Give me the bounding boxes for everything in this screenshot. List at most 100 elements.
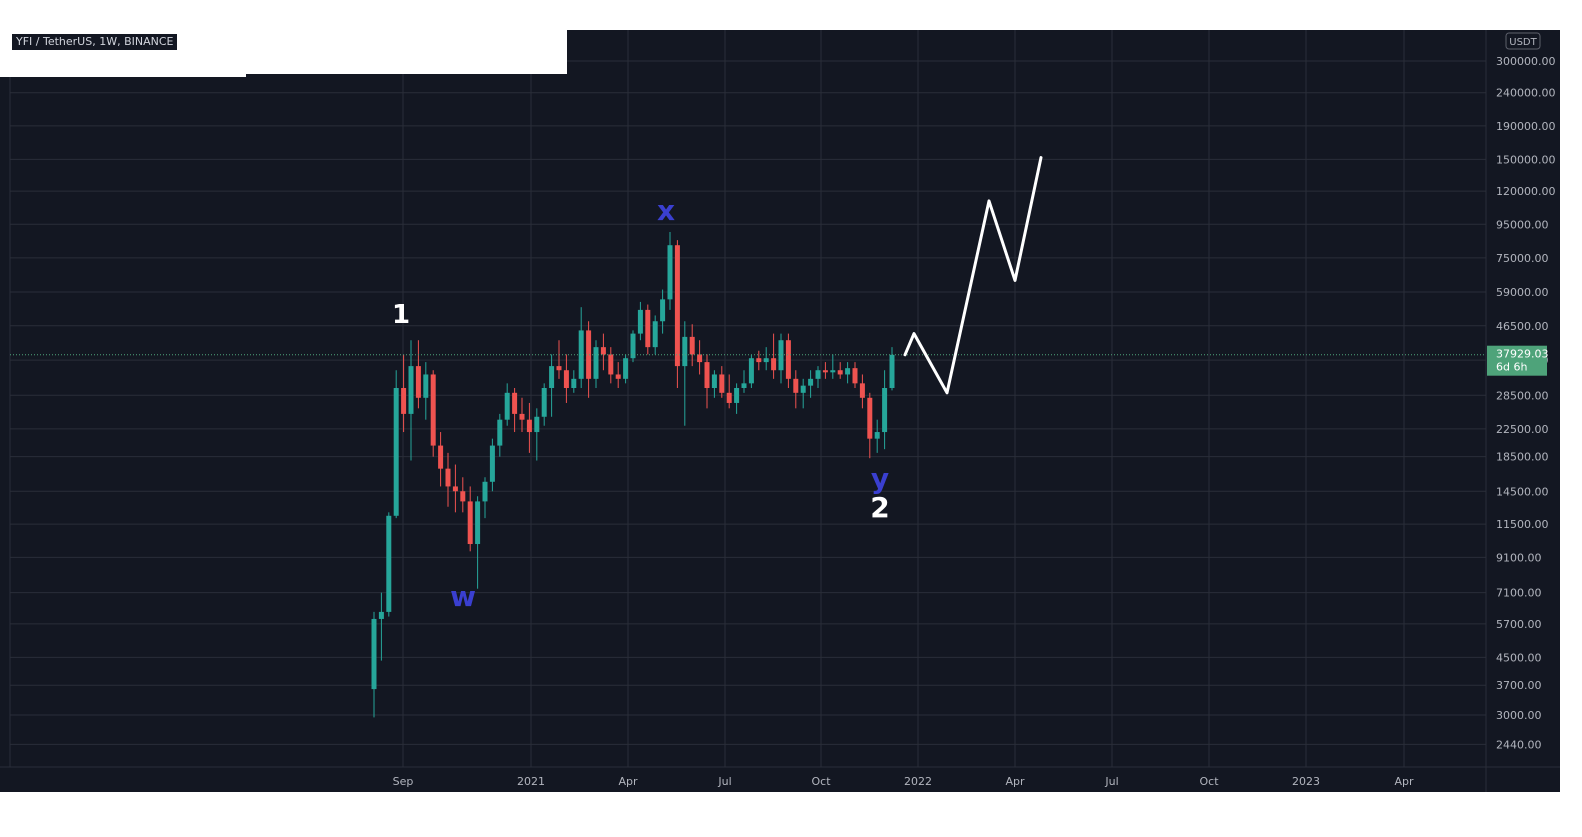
candle-body[interactable] xyxy=(489,445,495,482)
candle-body[interactable] xyxy=(549,366,555,388)
candle-body[interactable] xyxy=(541,388,547,417)
candle-body[interactable] xyxy=(645,309,651,348)
redaction-box-2 xyxy=(0,74,246,77)
countdown-value: 6d 6h xyxy=(1496,361,1527,374)
wave-label-w: w xyxy=(450,580,476,613)
candle-body[interactable] xyxy=(630,333,636,359)
wave-label-1: 1 xyxy=(392,300,410,330)
candle-body[interactable] xyxy=(497,419,503,446)
projection-path[interactable] xyxy=(903,156,1043,395)
candle-body[interactable] xyxy=(889,354,895,388)
candle-body[interactable] xyxy=(808,378,814,386)
chart-area[interactable]: 300000.00 240000.00 190000.00 150000.00 1200… xyxy=(0,30,1560,792)
candle-body[interactable] xyxy=(578,330,584,379)
candle-body[interactable] xyxy=(563,370,569,388)
candle-body[interactable] xyxy=(415,366,421,398)
candle-body[interactable] xyxy=(586,330,592,379)
candle-body[interactable] xyxy=(697,354,703,363)
candle-body[interactable] xyxy=(756,358,762,363)
candle-body[interactable] xyxy=(467,501,473,545)
last-price-value: 37929.03 xyxy=(1496,348,1549,361)
candle-body[interactable] xyxy=(393,388,399,516)
candle-body[interactable] xyxy=(874,432,880,439)
candle-body[interactable] xyxy=(771,358,777,371)
price-tick-label: 22500.00 xyxy=(1496,423,1549,436)
candle-body[interactable] xyxy=(652,321,658,348)
candle-body[interactable] xyxy=(475,501,481,545)
price-tick-label: 4500.00 xyxy=(1496,651,1542,664)
candle-body[interactable] xyxy=(748,358,754,384)
candle-body[interactable] xyxy=(460,491,466,502)
candle-body[interactable] xyxy=(445,468,451,487)
candle-body[interactable] xyxy=(637,309,643,334)
candle-body[interactable] xyxy=(452,486,458,492)
price-tick-label: 59000.00 xyxy=(1496,286,1549,299)
candle-body[interactable] xyxy=(608,354,614,375)
candle-body[interactable] xyxy=(401,388,407,414)
candle-body[interactable] xyxy=(704,362,710,388)
candle-body[interactable] xyxy=(785,340,791,379)
candle-body[interactable] xyxy=(430,374,436,446)
price-tick-label: 240000.00 xyxy=(1496,87,1556,100)
candle-body[interactable] xyxy=(734,388,740,403)
candle-body[interactable] xyxy=(741,383,747,388)
price-tick-label: 2440.00 xyxy=(1496,738,1542,751)
candle-body[interactable] xyxy=(534,416,540,433)
candlestick-chart[interactable]: 300000.00 240000.00 190000.00 150000.00 1200… xyxy=(0,30,1560,792)
time-tick-label: Jul xyxy=(717,775,731,788)
candle-body[interactable] xyxy=(667,245,673,300)
price-tick-label: 75000.00 xyxy=(1496,252,1549,265)
candle-body[interactable] xyxy=(822,370,828,373)
candle-body[interactable] xyxy=(726,392,732,403)
candle-body[interactable] xyxy=(778,340,784,371)
candle-body[interactable] xyxy=(763,358,769,363)
candle-body[interactable] xyxy=(512,392,518,414)
candle-body[interactable] xyxy=(793,378,799,393)
candle-body[interactable] xyxy=(660,299,666,322)
candle-body[interactable] xyxy=(482,481,488,502)
candle-body[interactable] xyxy=(386,515,392,612)
price-tick-label: 3700.00 xyxy=(1496,679,1542,692)
candle-body[interactable] xyxy=(867,397,873,439)
candle-body[interactable] xyxy=(408,366,414,414)
time-tick-label: Oct xyxy=(1199,775,1219,788)
candle-body[interactable] xyxy=(593,347,599,379)
candle-body[interactable] xyxy=(815,370,821,379)
time-tick-label: Apr xyxy=(1005,775,1025,788)
price-tick-label: 11500.00 xyxy=(1496,518,1549,531)
price-tick-label: 5700.00 xyxy=(1496,618,1542,631)
last-price-tag xyxy=(1487,345,1547,376)
candle-body[interactable] xyxy=(711,374,717,388)
candle-body[interactable] xyxy=(623,358,629,379)
candle-body[interactable] xyxy=(674,245,680,367)
candle-body[interactable] xyxy=(689,336,695,355)
candle-body[interactable] xyxy=(423,374,429,398)
candle-body[interactable] xyxy=(837,370,843,375)
candle-body[interactable] xyxy=(859,383,865,398)
candle-body[interactable] xyxy=(852,368,858,384)
candle-body[interactable] xyxy=(830,370,836,373)
price-tick-label: 150000.00 xyxy=(1496,153,1556,166)
candle-body[interactable] xyxy=(800,385,806,393)
price-tick-label: 18500.00 xyxy=(1496,451,1549,464)
currency-badge[interactable] xyxy=(1505,32,1541,50)
candle-body[interactable] xyxy=(615,374,621,379)
candle-body[interactable] xyxy=(371,618,377,690)
candle-body[interactable] xyxy=(438,445,444,469)
candle-body[interactable] xyxy=(571,378,577,388)
candle-body[interactable] xyxy=(682,336,688,367)
time-tick-label: 2023 xyxy=(1292,775,1320,788)
candle-body[interactable] xyxy=(378,611,384,619)
time-tick-label: Apr xyxy=(618,775,638,788)
candle-body[interactable] xyxy=(526,419,532,433)
candle-body[interactable] xyxy=(845,368,851,375)
candle-body[interactable] xyxy=(882,388,888,433)
candle-body[interactable] xyxy=(519,413,525,420)
candle-body[interactable] xyxy=(719,374,725,393)
candle-body[interactable] xyxy=(600,347,606,355)
time-tick-label: 2021 xyxy=(517,775,545,788)
candle-body[interactable] xyxy=(504,392,510,420)
candle-body[interactable] xyxy=(556,366,562,371)
price-tick-label: 14500.00 xyxy=(1496,485,1549,498)
price-tick-label: 300000.00 xyxy=(1496,55,1556,68)
